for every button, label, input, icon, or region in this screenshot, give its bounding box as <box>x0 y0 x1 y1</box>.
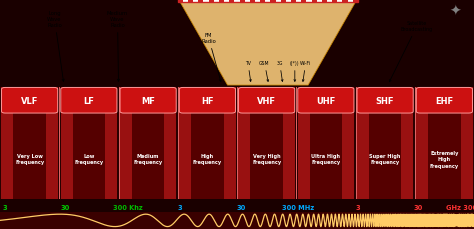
Text: LF: LF <box>83 96 94 105</box>
Bar <box>239 0 245 3</box>
Text: VLF: VLF <box>21 96 38 105</box>
Bar <box>198 0 203 3</box>
Bar <box>281 0 286 3</box>
Text: ((*)): ((*)) <box>290 61 300 82</box>
Text: Satellite
Broadcasting: Satellite Broadcasting <box>389 21 433 82</box>
Bar <box>229 0 234 3</box>
Text: EHF: EHF <box>435 96 454 105</box>
Bar <box>238 88 295 199</box>
Text: GSM: GSM <box>259 61 270 82</box>
Bar <box>428 88 461 199</box>
Bar <box>301 0 306 3</box>
Bar <box>322 0 327 3</box>
Text: Very High
Frequency: Very High Frequency <box>252 153 281 165</box>
FancyBboxPatch shape <box>61 88 117 114</box>
Text: 30: 30 <box>60 204 70 210</box>
Polygon shape <box>180 3 356 86</box>
Bar <box>209 0 214 3</box>
Text: Medium
Frequency: Medium Frequency <box>134 153 163 165</box>
Text: Low
Frequency: Low Frequency <box>74 153 103 165</box>
Bar <box>188 0 193 3</box>
Bar <box>132 88 164 199</box>
Bar <box>353 0 358 3</box>
Bar <box>178 0 358 3</box>
Text: 3: 3 <box>356 204 360 210</box>
Text: High
Frequency: High Frequency <box>193 153 222 165</box>
Bar <box>1 88 58 199</box>
Text: MF: MF <box>141 96 155 105</box>
FancyBboxPatch shape <box>238 88 295 114</box>
Text: Wi-Fi: Wi-Fi <box>300 61 311 82</box>
Bar <box>219 0 224 3</box>
Bar <box>270 0 275 3</box>
Text: Long
Wave
Radio: Long Wave Radio <box>47 11 64 82</box>
Text: HF: HF <box>201 96 214 105</box>
Bar <box>342 0 347 3</box>
Bar <box>178 0 183 3</box>
FancyBboxPatch shape <box>298 88 354 114</box>
Bar <box>260 0 265 3</box>
Text: Ultra High
Frequency: Ultra High Frequency <box>311 153 340 165</box>
Bar <box>250 88 283 199</box>
Bar <box>120 88 176 199</box>
Bar <box>298 88 354 199</box>
Text: Medium
Wave
Radio: Medium Wave Radio <box>107 11 128 82</box>
Text: ✦: ✦ <box>449 5 461 19</box>
FancyBboxPatch shape <box>416 88 473 114</box>
Bar <box>0 88 474 199</box>
Text: 3: 3 <box>2 204 7 210</box>
Text: 300 MHz: 300 MHz <box>282 204 314 210</box>
Text: FM
Radio: FM Radio <box>201 33 221 82</box>
Text: GHz 300: GHz 300 <box>446 204 474 210</box>
Bar <box>250 0 255 3</box>
FancyBboxPatch shape <box>179 88 236 114</box>
Bar <box>191 88 224 199</box>
Bar <box>73 88 105 199</box>
Text: UHF: UHF <box>316 96 336 105</box>
Bar <box>13 88 46 199</box>
FancyBboxPatch shape <box>120 88 176 114</box>
Text: Extremely
High
Frequency: Extremely High Frequency <box>430 150 459 168</box>
Text: Very Low
Frequency: Very Low Frequency <box>15 153 44 165</box>
Bar <box>357 88 413 199</box>
FancyBboxPatch shape <box>357 88 413 114</box>
Text: VHF: VHF <box>257 96 276 105</box>
Bar <box>332 0 337 3</box>
Bar <box>310 88 342 199</box>
FancyBboxPatch shape <box>1 88 58 114</box>
Text: 30: 30 <box>413 204 423 210</box>
Text: 30: 30 <box>236 204 246 210</box>
Bar <box>291 0 296 3</box>
Text: 300 Khz: 300 Khz <box>113 204 143 210</box>
Text: TV: TV <box>245 61 251 82</box>
Text: Super High
Frequency: Super High Frequency <box>369 153 401 165</box>
Bar <box>311 0 317 3</box>
Text: SHF: SHF <box>376 96 394 105</box>
Text: 3: 3 <box>178 204 182 210</box>
Bar <box>179 88 236 199</box>
Text: 3G: 3G <box>276 61 283 82</box>
Bar <box>369 88 401 199</box>
Bar <box>61 88 117 199</box>
Bar <box>416 88 473 199</box>
